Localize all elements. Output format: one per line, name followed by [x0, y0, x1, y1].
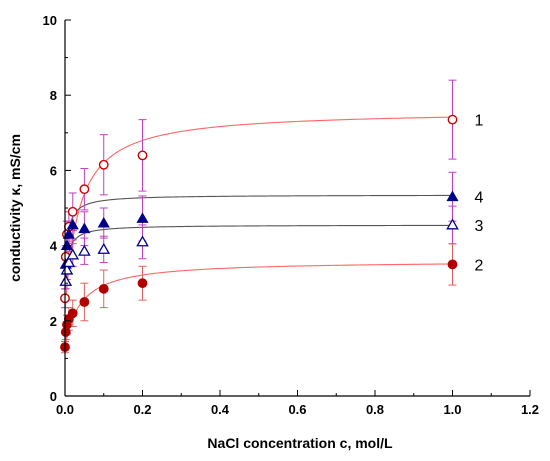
series-labels: 1 4 3 2 [475, 113, 484, 275]
axes: 0.0 0.2 0.4 0.6 0.8 1.0 1.2 0 2 4 6 8 10 [43, 13, 540, 417]
data-point-series-4 [97, 216, 110, 228]
fit-curve-4 [64, 194, 453, 272]
fit-curve-1 [64, 116, 453, 314]
data-point-series-3 [62, 256, 76, 268]
series-label-4: 4 [475, 190, 484, 207]
x-tick-label: 0.2 [133, 402, 151, 417]
series-label-1: 1 [475, 113, 484, 130]
data-point-series-2 [137, 278, 148, 289]
data-point-series-3 [446, 218, 459, 230]
data-point-series-3 [66, 248, 80, 260]
y-tick-label: 2 [50, 314, 57, 329]
data-point-series-2 [79, 297, 90, 307]
data-markers [59, 114, 459, 353]
series-label-2: 2 [475, 257, 484, 274]
data-point-series-1 [79, 184, 90, 195]
error-bars [61, 79, 457, 354]
data-point-series-3 [78, 244, 91, 256]
x-tick-label: 1.0 [443, 402, 461, 417]
data-point-series-2 [98, 283, 109, 294]
x-tick-label: 0.4 [211, 402, 230, 417]
y-tick-label: 8 [50, 88, 57, 103]
y-tick-label: 6 [50, 163, 57, 178]
series-label-3: 3 [475, 218, 484, 235]
data-point-series-1 [137, 150, 148, 161]
data-point-series-4 [136, 212, 149, 223]
data-point-series-4 [66, 218, 79, 230]
x-tick-label: 0.8 [366, 402, 384, 417]
y-tick-label: 4 [50, 239, 58, 254]
x-tick-label: 1.2 [521, 402, 539, 417]
data-point-series-4 [446, 190, 459, 202]
data-point-series-4 [62, 228, 75, 239]
fit-curve-2 [64, 263, 453, 348]
data-point-series-4 [78, 222, 91, 234]
data-point-series-2 [447, 259, 458, 270]
fit-curves [64, 116, 453, 348]
data-point-series-4 [60, 239, 73, 250]
data-point-series-3 [136, 235, 149, 247]
x-tick-label: 0.6 [288, 402, 306, 417]
data-point-series-3 [97, 242, 111, 254]
data-point-series-2 [67, 308, 78, 319]
data-point-series-3 [59, 274, 73, 286]
data-point-series-1 [447, 114, 458, 125]
data-point-series-1 [67, 206, 78, 217]
data-point-series-1 [98, 159, 109, 170]
y-tick-label: 10 [43, 13, 57, 28]
y-axis-title: conductivity κ, mS/cm [7, 134, 23, 282]
y-tick-label: 0 [50, 389, 57, 404]
x-axis-title: NaCl concentration c, mol/L [207, 435, 393, 451]
x-tick-label: 0.0 [56, 402, 74, 417]
fit-curve-3 [64, 224, 453, 287]
data-point-series-3 [60, 263, 74, 275]
